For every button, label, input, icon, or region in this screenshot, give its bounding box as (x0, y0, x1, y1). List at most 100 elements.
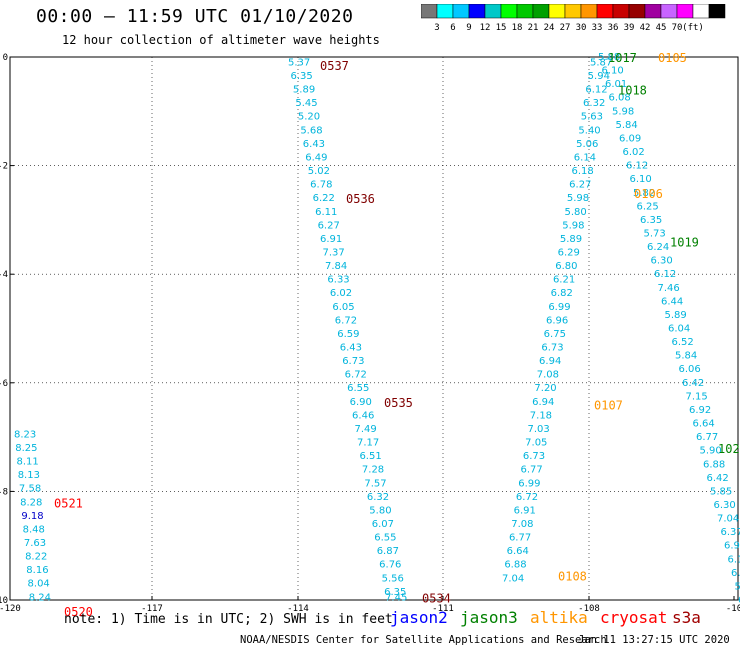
wave-height-value: 6.07 (372, 519, 394, 530)
wave-height-value: 6.99 (548, 302, 570, 313)
wave-height-value: 6.75 (544, 329, 566, 340)
wave-height-value: 6.44 (661, 296, 683, 307)
pass-time-label: 1017 (608, 51, 637, 65)
wave-height-value: 7.28 (362, 465, 384, 476)
wave-height-value: 6.59 (337, 329, 359, 340)
wave-height-value: 6.73 (541, 343, 563, 354)
pass-time-label: 0534 (422, 591, 451, 605)
satellite-altika: altika (530, 608, 588, 627)
wave-height-value: 6.64 (507, 546, 529, 557)
wave-height-value: 5.73 (644, 228, 666, 239)
legend-label: 18 (512, 23, 523, 33)
wave-height-value: 5.84 (616, 120, 638, 131)
wave-height-value: 6.27 (569, 180, 591, 191)
wave-height-value: 5.40 (578, 125, 600, 136)
wave-height-value: 7.45 (385, 592, 407, 603)
wave-height-value: 8.13 (18, 470, 40, 481)
wave-height-value: 7.57 (364, 478, 386, 489)
legend-label: (ft) (682, 23, 704, 33)
lat-tick-label: -6 (0, 379, 8, 389)
wave-height-value: 5.82 (633, 188, 655, 199)
legend-label: 3 (434, 23, 439, 33)
wave-height-value: 6.51 (359, 451, 381, 462)
lon-tick-label: -117 (141, 604, 163, 614)
wave-height-value: 6.72 (345, 370, 367, 381)
lon-tick-label: -114 (287, 604, 309, 614)
wave-height-value: 6.12 (626, 161, 648, 172)
pass-time-label: 1019 (670, 236, 699, 250)
wave-height-value: 8.25 (15, 443, 37, 454)
wave-height-value: 7.84 (325, 261, 347, 272)
wave-height-value: 5.63 (581, 112, 603, 123)
legend-label: 15 (496, 23, 507, 33)
wave-height-value: 6.09 (619, 133, 641, 144)
pass-time-label: 0536 (346, 192, 375, 206)
wave-height-value: 6.55 (374, 533, 396, 544)
wave-height-value: 7.08 (537, 370, 559, 381)
page-subtitle: 12 hour collection of altimeter wave hei… (62, 33, 380, 47)
wave-height-value: 6.25 (637, 201, 659, 212)
wave-height-value: 8.23 (14, 429, 36, 440)
wave-height-value: 6.72 (335, 315, 357, 326)
wave-height-value: 6.24 (647, 242, 669, 253)
pass-time-label: 0535 (384, 396, 413, 410)
wave-height-value: 6.35 (640, 215, 662, 226)
legend-label: 27 (560, 23, 571, 33)
wave-height-value: 7.37 (322, 247, 344, 258)
wave-height-value: 6.43 (303, 139, 325, 150)
wave-height-value: 6.05 (332, 302, 354, 313)
legend-label: 6 (450, 23, 455, 33)
wave-height-value: 7.58 (19, 484, 41, 495)
legend-label: 9 (466, 23, 471, 33)
wave-height-value: 5.56 (382, 573, 404, 584)
wave-height-value: 6.49 (305, 152, 327, 163)
map-frame (9, 56, 739, 601)
wave-height-value: 5.80 (369, 505, 391, 516)
wave-height-value: 6.33 (327, 275, 349, 286)
legend-label: 33 (592, 23, 603, 33)
wave-height-value: 5.80 (565, 207, 587, 218)
wave-height-value: 6.77 (509, 533, 531, 544)
wave-height-value: 6.14 (728, 554, 740, 565)
wave-height-value: 6.12 (654, 269, 676, 280)
wave-height-value: 6.43 (340, 343, 362, 354)
wave-height-value: 6.76 (379, 560, 401, 571)
wave-height-value: 6.90 (724, 541, 740, 552)
wave-height-value: 6.22 (313, 193, 335, 204)
wave-height-value: 6.21 (553, 275, 575, 286)
wave-height-value: 5.68 (300, 125, 322, 136)
pass-time-label: 0105 (658, 51, 687, 65)
footer-credit: NOAA/NESDIS Center for Satellite Applica… (240, 634, 607, 646)
wave-height-value: 5.02 (308, 166, 330, 177)
wave-height-value: 6.10 (630, 174, 652, 185)
wave-height-value: 6.52 (672, 337, 694, 348)
lon-tick-label: -10 (726, 604, 740, 614)
wave-height-value: 7.63 (24, 538, 46, 549)
wave-height-value: 7.03 (527, 424, 549, 435)
wave-height-value: 6.94 (532, 397, 554, 408)
legend-label: 36 (608, 23, 619, 33)
wave-height-value: 6.77 (521, 465, 543, 476)
wave-height-value: 6.11 (315, 207, 337, 218)
wave-height-value: 8.24 (29, 592, 51, 603)
color-legend (421, 4, 726, 19)
wave-height-value: 8.16 (26, 565, 48, 576)
wave-height-value: 5.45 (295, 98, 317, 109)
wave-height-value: 6.08 (609, 93, 631, 104)
wave-height-value: 6.82 (551, 288, 573, 299)
legend-label: 21 (528, 23, 539, 33)
wave-height-value: 6.0 (738, 595, 740, 606)
wave-height-value: 7.15 (686, 391, 708, 402)
lat-tick-label: -2 (0, 162, 8, 172)
wave-height-value: 8.48 (23, 524, 45, 535)
wave-height-value: 5.98 (567, 193, 589, 204)
wave-height-value: 5.98 (612, 106, 634, 117)
wave-height-value: 5.89 (665, 310, 687, 321)
wave-height-value: 6.78 (310, 180, 332, 191)
wave-height-value: 7.20 (534, 383, 556, 394)
wave-height-value: 6.14 (574, 152, 596, 163)
wave-height-value: 6.35 (384, 587, 406, 598)
wave-height-value: 8.04 (28, 579, 50, 590)
wave-height-value: 6.87 (377, 546, 399, 557)
